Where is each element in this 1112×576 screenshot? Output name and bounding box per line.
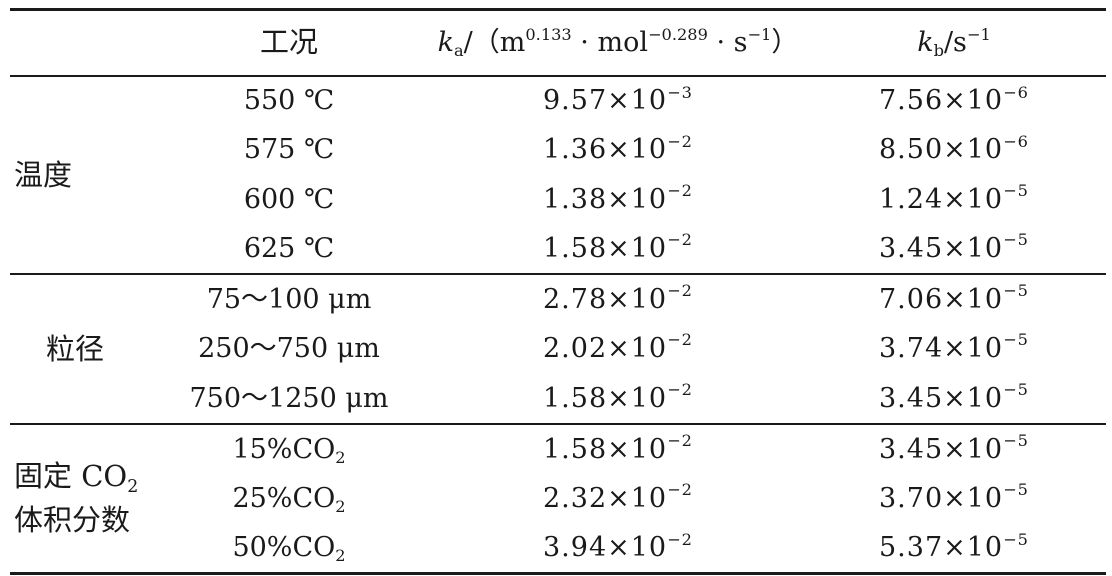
table-row: 25%CO2 2.32×10−2 3.70×10−5 (10, 474, 1106, 524)
kb-cell: 3.45×10−5 (879, 230, 1029, 264)
condition-cell: 550 ℃ (243, 85, 335, 117)
kb-cell: 3.70×10−5 (879, 480, 1029, 514)
header-condition: 工况 (259, 25, 318, 60)
ka-cell: 9.57×10−3 (543, 82, 693, 117)
ka-cell: 1.58×10−2 (543, 379, 693, 414)
ka-cell: 2.78×10−2 (543, 280, 693, 315)
ka-cell: 1.58×10−2 (543, 430, 693, 465)
kb-cell: 7.06×10−5 (879, 280, 1029, 315)
table-header-row: 工况 ka/（m0.133 · mol−0.289 · s−1） kb/s−1 (10, 9, 1106, 76)
header-ka-close: ） (771, 27, 799, 59)
ka-cell: 1.36×10−2 (543, 131, 693, 166)
condition-cell: 625 ℃ (243, 232, 335, 264)
table-row: 625 ℃ 1.58×10−2 3.45×10−5 (10, 224, 1106, 274)
ka-cell: 1.58×10−2 (543, 230, 693, 264)
header-ka-sub: a (454, 41, 464, 61)
table-row: 粒径 75～100 μm 2.78×10−2 7.06×10−5 (10, 273, 1106, 366)
kb-cell: 1.24×10−5 (879, 181, 1029, 215)
group-label-co2-fraction: 固定 CO2 体积分数 (14, 459, 139, 538)
header-kb: kb/s−1 (802, 10, 1106, 76)
table-row: 575 ℃ 1.36×10−2 8.50×10−6 (10, 125, 1106, 175)
table-row: 600 ℃ 1.38×10−2 1.24×10−5 (10, 175, 1106, 225)
rate-constant-table: 工况 ka/（m0.133 · mol−0.289 · s−1） kb/s−1 … (10, 8, 1106, 575)
header-kb-exp: −1 (966, 24, 991, 44)
condition-cell: 15%CO2 (232, 433, 346, 467)
ka-cell: 2.32×10−2 (543, 480, 693, 514)
kb-cell: 3.45×10−5 (879, 379, 1029, 414)
condition-cell: 575 ℃ (243, 134, 335, 166)
ka-cell: 2.02×10−2 (543, 330, 693, 364)
table-row: 750～1250 μm 1.58×10−2 3.45×10−5 (10, 374, 1106, 424)
kb-cell: 8.50×10−6 (879, 131, 1029, 166)
kb-cell: 7.56×10−6 (879, 82, 1029, 117)
group-label-particle-size: 粒径 (46, 331, 105, 366)
header-kb-symbol: k (917, 27, 934, 59)
header-ka-exp1: 0.133 (525, 24, 572, 44)
table-row: 温度 550 ℃ 9.57×10−3 7.56×10−6 (10, 75, 1106, 192)
header-ka-symbol: k (437, 27, 455, 59)
header-group-blank (10, 10, 144, 76)
header-kb-sub: b (933, 41, 944, 61)
condition-cell: 250～750 μm (198, 333, 380, 364)
table-row: 固定 CO2 体积分数 15%CO2 1.58×10−2 3.45×10−5 (10, 423, 1106, 537)
kb-cell: 5.37×10−5 (879, 529, 1029, 564)
kb-cell: 3.74×10−5 (879, 330, 1029, 364)
condition-cell: 50%CO2 (232, 532, 346, 566)
ka-cell: 1.38×10−2 (543, 181, 693, 215)
header-ka-exp3: −1 (747, 24, 772, 44)
table-row: 50%CO2 3.94×10−2 5.37×10−5 (10, 524, 1106, 574)
header-ka-exp2: −0.289 (647, 24, 708, 44)
table-row: 250～750 μm 2.02×10−2 3.74×10−5 (10, 324, 1106, 374)
condition-cell: 600 ℃ (243, 183, 335, 215)
condition-cell: 75～100 μm (206, 283, 372, 315)
condition-cell: 750～1250 μm (189, 382, 389, 414)
header-ka-mid: · mol (571, 27, 648, 59)
header-kb-unit: /s (943, 27, 967, 59)
ka-cell: 3.94×10−2 (543, 529, 693, 564)
group-label-temperature: 温度 (14, 157, 73, 192)
kb-cell: 3.45×10−5 (879, 430, 1029, 465)
header-ka-tail: · s (707, 27, 748, 59)
condition-cell: 25%CO2 (232, 483, 346, 517)
header-ka-open: /（m (463, 27, 526, 59)
header-ka: ka/（m0.133 · mol−0.289 · s−1） (434, 10, 802, 76)
